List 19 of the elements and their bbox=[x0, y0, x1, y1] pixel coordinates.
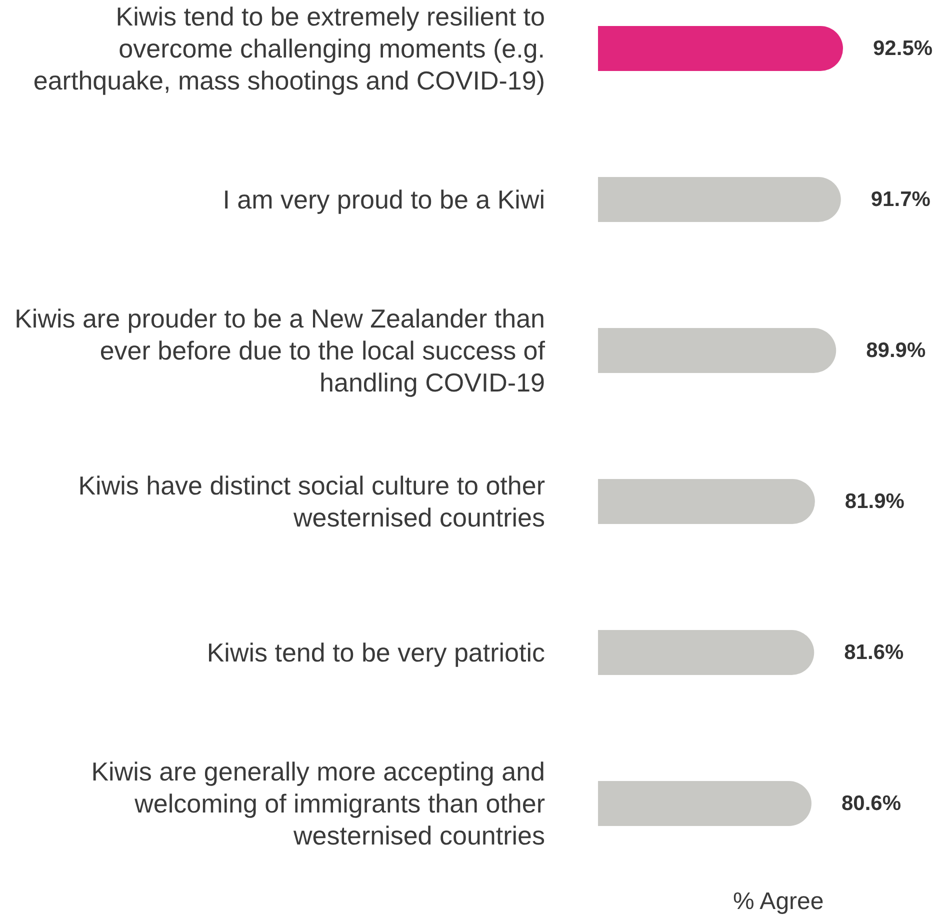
bar bbox=[598, 781, 812, 826]
y-tick-label: Kiwis have distinct social culture to other westernised countries bbox=[78, 470, 546, 532]
y-tick-label: I am very proud to be a Kiwi bbox=[222, 184, 545, 214]
data-label: 91.7% bbox=[870, 188, 931, 211]
data-label: 81.9% bbox=[844, 490, 905, 513]
y-tick-label: Kiwis are prouder to be a New Zealander than ever before due to the local success of handling COVID-19 bbox=[14, 304, 546, 398]
data-label: 81.6% bbox=[844, 641, 904, 664]
bar bbox=[598, 26, 843, 71]
data-label: 89.9% bbox=[866, 339, 926, 362]
y-tick-label: Kiwis tend to be extremely resilient to overcome challenging moments (e.g. earthquake, mass shootings and COVID-19) bbox=[33, 2, 545, 96]
data-label: 92.5% bbox=[873, 37, 933, 60]
data-label: 80.6% bbox=[841, 792, 902, 815]
bar bbox=[598, 479, 815, 524]
bar bbox=[598, 177, 841, 222]
bar bbox=[598, 630, 814, 675]
y-tick-label: Kiwis are generally more accepting and welcoming of immigrants than other westernised countries bbox=[91, 756, 546, 850]
x-axis-title: % Agree bbox=[733, 888, 824, 916]
y-tick-label: Kiwis tend to be very patriotic bbox=[206, 638, 545, 668]
bar bbox=[598, 328, 836, 373]
